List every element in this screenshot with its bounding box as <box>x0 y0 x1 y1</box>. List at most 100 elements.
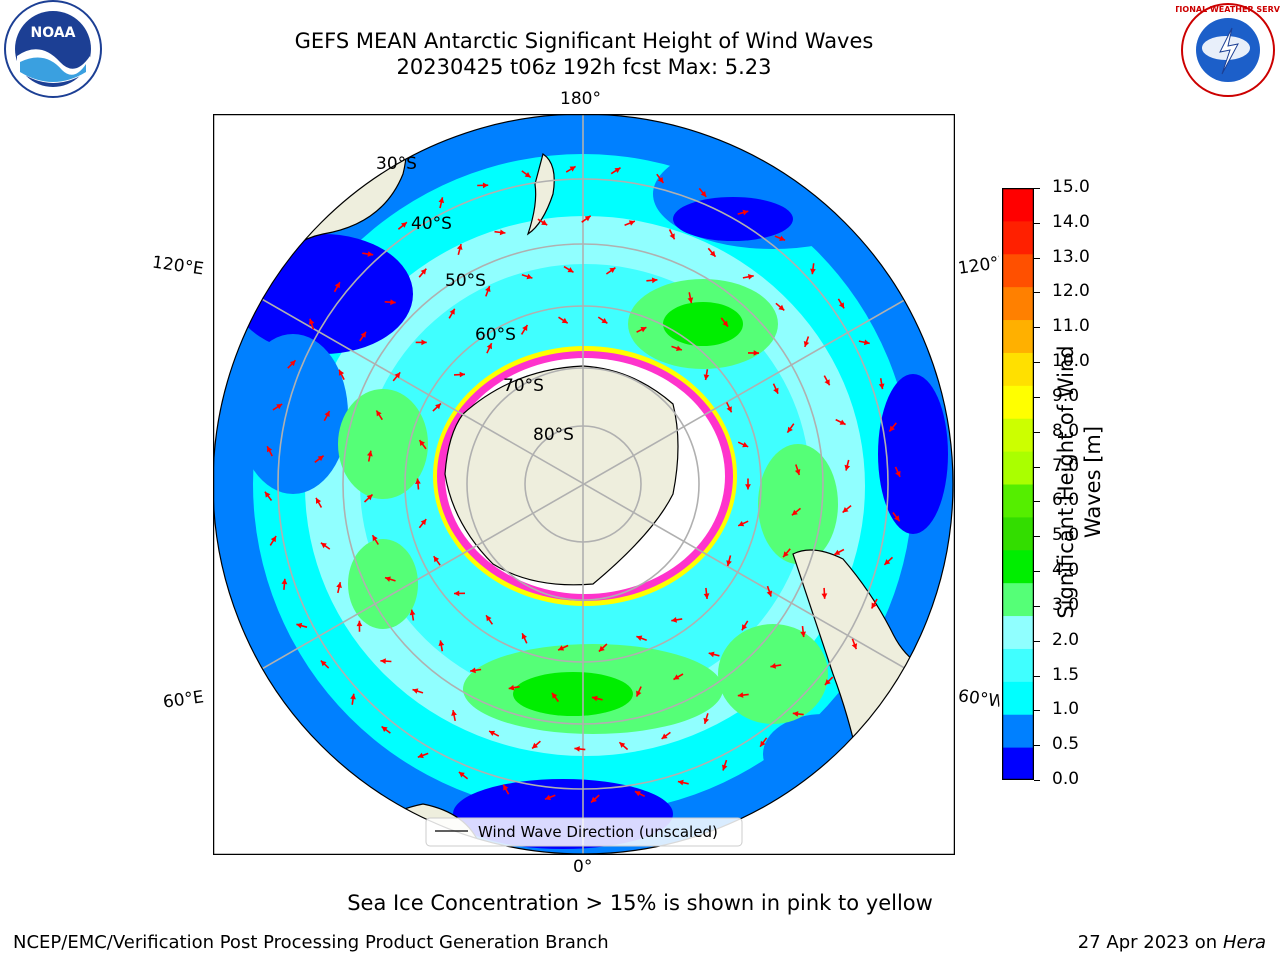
wave-direction-arrowhead <box>569 166 576 172</box>
colorbar-tick-label: 2.0 <box>1052 629 1080 650</box>
colorbar-tick-label: 0.0 <box>1052 769 1080 789</box>
wave-direction-arrowhead <box>824 679 831 685</box>
wave-direction-arrowhead <box>420 519 427 526</box>
colorbar-segment <box>1002 253 1034 288</box>
wave-direction-arrowhead <box>499 229 506 236</box>
wave-direction-arrowhead <box>591 796 597 803</box>
wave-direction-arrowhead <box>264 491 271 498</box>
colorbar-segment <box>1002 549 1034 584</box>
wave-direction-arrowhead <box>687 297 694 304</box>
wave-direction-arrowhead <box>778 304 785 311</box>
wave-direction-arrowhead <box>438 640 445 646</box>
wave-direction-arrowhead <box>409 609 416 616</box>
wave-direction-arrowhead <box>316 497 322 504</box>
footer-credit: NCEP/EMC/Verification Post Processing Pr… <box>13 932 609 953</box>
wave-direction-arrowhead <box>753 350 759 356</box>
colorbar-tick-label: 1.0 <box>1052 699 1080 720</box>
wave-direction-arrowhead <box>558 645 565 651</box>
wave-direction-arrowhead <box>320 660 327 667</box>
title-line-2: 20230425 t06z 192h fcst Max: 5.23 <box>396 55 772 79</box>
wave-direction-arrowhead <box>773 387 779 394</box>
wave-direction-arrowhead <box>709 250 716 257</box>
colorbar-segment <box>1002 615 1034 649</box>
colorbar-tick-mark <box>1034 745 1040 747</box>
footer-machine: Hera <box>1222 932 1266 953</box>
wave-direction-arrowhead <box>821 593 828 599</box>
wave-direction-arrowhead <box>634 791 641 797</box>
colorbar-segment <box>1002 220 1034 255</box>
wave-direction-arrowhead <box>449 308 455 315</box>
wave-direction-arrowhead <box>787 426 793 433</box>
wave-direction-arrowhead <box>889 425 895 432</box>
wave-direction-arrowhead <box>415 478 421 484</box>
wave-direction-arrowhead <box>669 233 675 240</box>
colorbar-segment <box>1002 286 1034 321</box>
wave-direction-arrowhead <box>435 403 441 410</box>
wave-direction-arrowhead <box>456 244 463 250</box>
wave-direction-arrowhead <box>541 219 548 226</box>
colorbar-label-line1: Significant Height of Wind <box>1054 345 1078 619</box>
wave-direction-arrowhead <box>894 515 900 522</box>
wave-direction-arrowhead <box>661 733 668 739</box>
colorbar-tick-mark <box>1034 327 1040 329</box>
colorbar-segment <box>1002 484 1034 518</box>
lon-label-120e: 120°E <box>150 252 205 280</box>
footer-timestamp: 27 Apr 2023 on Hera <box>1078 932 1266 953</box>
colorbar-tick-mark <box>1034 431 1040 433</box>
wave-direction-arrowhead <box>267 446 273 453</box>
wave-direction-arrowhead <box>871 602 877 609</box>
wave-direction-arrowhead <box>794 469 801 475</box>
colorbar-tick-mark <box>1034 396 1040 398</box>
colorbar-segment <box>1002 451 1034 485</box>
noaa-logo: NOAA <box>0 0 106 100</box>
wave-direction-arrowhead <box>367 251 374 257</box>
colorbar-label-line2: Waves [m] <box>1081 425 1105 539</box>
colorbar-tick-mark <box>1034 257 1040 259</box>
wave-direction-arrowhead <box>783 551 789 558</box>
wave-direction-arrowhead <box>584 215 591 222</box>
wave-direction-arrowhead <box>747 274 754 280</box>
colorbar-tick-mark <box>1034 536 1040 538</box>
wave-direction-arrowhead <box>676 345 682 351</box>
wind-wave-arrows <box>264 165 901 804</box>
title-line-1: GEFS MEAN Antarctic Significant Height o… <box>294 29 874 53</box>
wave-direction-arrowhead <box>336 582 342 588</box>
wave-direction-arrowhead <box>485 286 491 292</box>
wave-direction-arrowhead <box>770 663 776 669</box>
colorbar-segment <box>1002 714 1034 748</box>
lat-label-30s: 30°S <box>376 154 417 174</box>
wave-direction-arrowhead <box>851 643 858 650</box>
colorbar-tick-mark <box>1034 362 1040 364</box>
wave-direction-arrowhead <box>738 521 745 527</box>
colorbar-segment <box>1002 747 1034 781</box>
wave-direction-arrowhead <box>700 191 707 197</box>
wave-direction-arrowhead <box>482 182 489 189</box>
legend-label: Wind Wave Direction (unscaled) <box>478 823 718 841</box>
wave-direction-arrowhead <box>601 318 608 324</box>
colorbar-tick-label: 15.0 <box>1052 177 1090 197</box>
wave-direction-arrowhead <box>470 667 476 674</box>
wave-direction-arrowhead <box>367 450 373 457</box>
wave-direction-arrowhead <box>454 590 460 597</box>
wave-direction-arrowhead <box>884 559 891 565</box>
lon-label-60e: 60°E <box>161 687 206 713</box>
lon-label-60w: 60°W <box>956 686 1002 712</box>
wave-direction-arrowhead <box>356 620 363 627</box>
wave-direction-arrowhead <box>334 282 340 289</box>
wave-direction-arrowhead <box>895 470 901 477</box>
wave-direction-arrowhead <box>671 617 677 623</box>
lon-label-180: 180° <box>560 89 601 109</box>
wave-direction-arrowhead <box>522 325 528 331</box>
colorbar-tick-label: 12.0 <box>1052 281 1090 302</box>
wave-direction-arrowhead <box>726 406 732 413</box>
colorbar-tick-mark <box>1034 675 1040 677</box>
wave-direction-arrowhead <box>366 494 373 501</box>
wave-direction-arrowhead <box>503 784 509 791</box>
wave-direction-arrowhead <box>745 484 751 490</box>
wave-direction-arrowhead <box>722 320 728 327</box>
wave-direction-arrowhead <box>438 197 445 204</box>
wave-direction-arrowhead <box>609 267 616 273</box>
colorbar-tick-mark <box>1034 501 1040 503</box>
wave-direction-arrowhead <box>636 690 642 697</box>
wave-direction-arrowhead <box>421 339 427 346</box>
